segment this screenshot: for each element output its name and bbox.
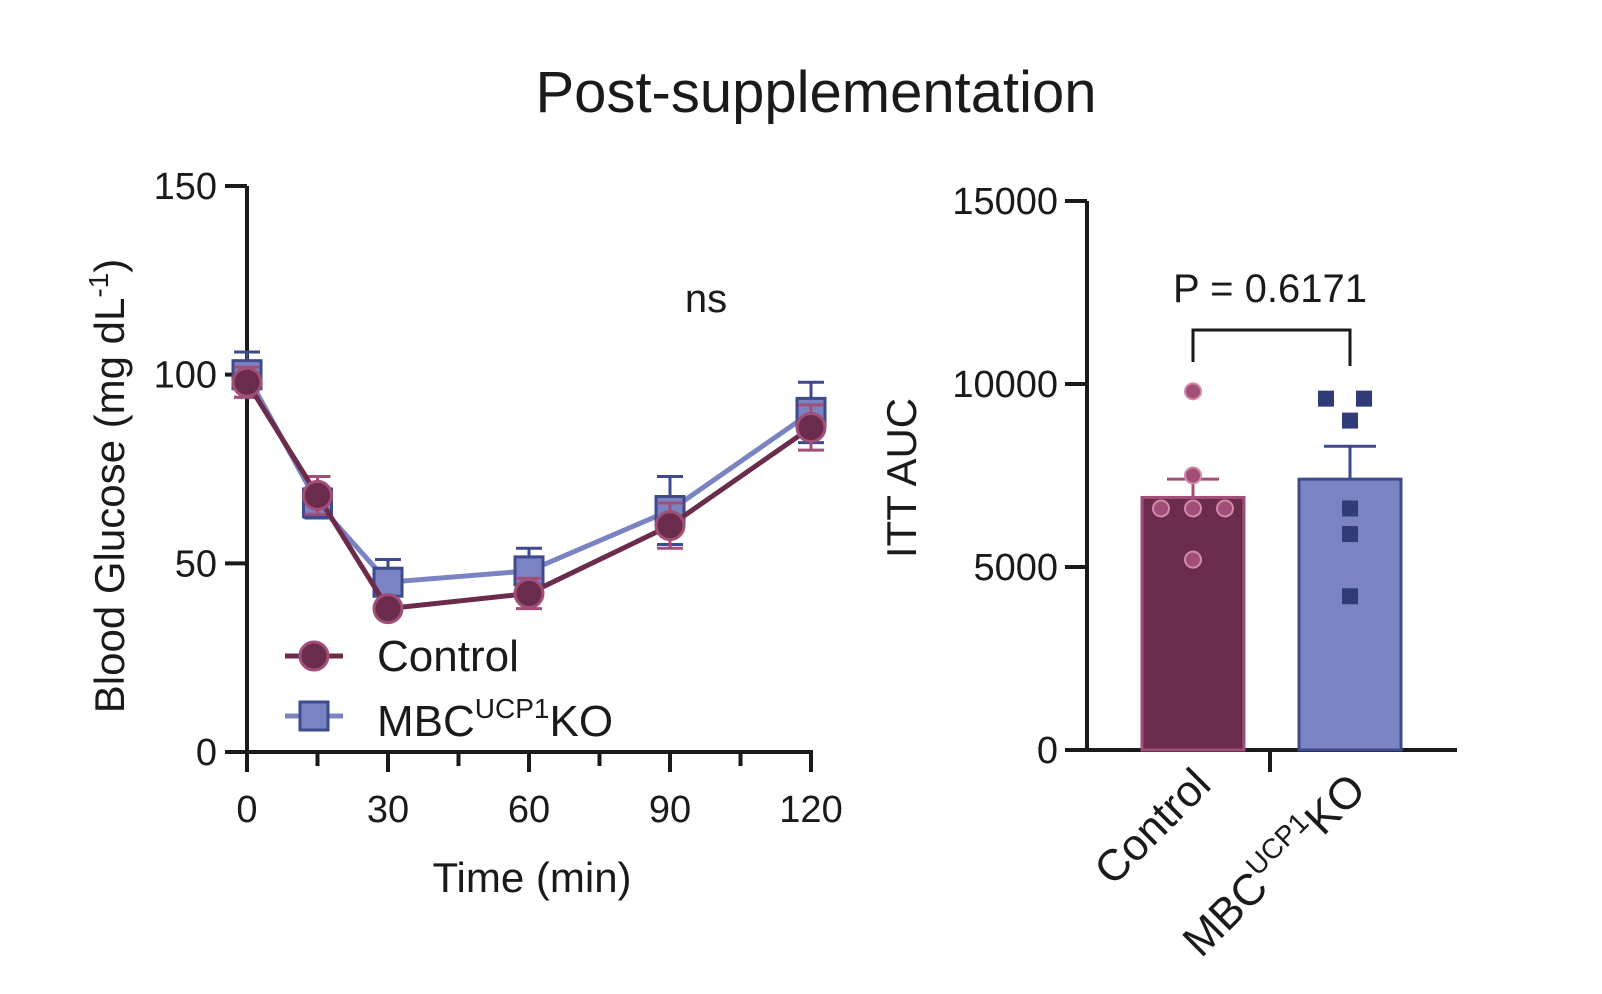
data-point-control <box>372 593 404 625</box>
bar-control <box>1140 495 1246 752</box>
bar-ko <box>1297 477 1403 752</box>
p-value-label: P = 0.6171 <box>1173 267 1367 311</box>
line-chart-x-axis-title: Time (min) <box>432 854 631 901</box>
itt-auc-bar-chart: 0 5000 10000 15000 ITT AUC P = 0.6171 Contr… <box>878 181 1457 966</box>
bar-point-ko <box>1342 588 1358 605</box>
line-chart-y-ticks: 0 50 100 150 <box>154 166 247 774</box>
legend: Control MBCUCP1KO <box>285 632 613 746</box>
bar-point-control <box>1184 466 1202 485</box>
bar-point-ko <box>1318 390 1334 407</box>
data-point-control <box>795 411 827 443</box>
data-point-control <box>302 479 333 511</box>
line-x-tick-label: 30 <box>367 789 409 831</box>
bar-chart-y-axis-title: ITT AUC <box>878 398 925 558</box>
bar-category-label-control: Control <box>1085 759 1220 894</box>
bar-y-tick-label: 15000 <box>952 181 1058 223</box>
figure-title: Post-supplementation <box>536 60 1097 125</box>
bar-chart-y-ticks: 0 5000 10000 15000 <box>952 181 1087 772</box>
bar-point-control <box>1152 499 1170 518</box>
line-y-tick-label: 150 <box>154 166 217 208</box>
bar-point-ko <box>1342 412 1358 429</box>
bar-point-ko <box>1342 526 1358 543</box>
bar-y-tick-label: 10000 <box>952 364 1058 406</box>
line-x-tick-label: 90 <box>649 789 691 831</box>
legend-ko-label: MBCUCP1KO <box>377 693 613 746</box>
line-chart-y-axis-title-suffix: ) <box>86 259 133 273</box>
data-point-control <box>231 366 263 398</box>
bar-point-control <box>1184 499 1202 518</box>
line-chart-annotation: ns <box>685 277 727 321</box>
series-line-ko <box>244 373 813 585</box>
line-chart-x-ticks: 0 30 60 90 120 <box>236 752 843 831</box>
legend-control-marker <box>298 640 330 672</box>
line-chart-series <box>231 350 827 625</box>
series-line-control <box>244 380 813 612</box>
series-control <box>231 365 827 625</box>
bar-point-ko <box>1356 390 1372 407</box>
bar-point-control <box>1184 550 1202 569</box>
bar-chart-bars <box>1140 382 1403 752</box>
bar-point-control <box>1216 499 1234 518</box>
bar-y-tick-label: 0 <box>1037 730 1058 772</box>
bar-point-control <box>1184 382 1202 401</box>
line-y-tick-label: 0 <box>196 732 217 774</box>
line-chart-y-axis-title: Blood Glucose (mg dL-1) <box>83 259 133 713</box>
line-y-tick-label: 100 <box>154 355 217 397</box>
bar-point-ko <box>1342 500 1358 517</box>
legend-ko-label-suffix: KO <box>549 697 613 746</box>
line-x-tick-label: 60 <box>508 789 550 831</box>
significance-bracket <box>1191 328 1352 366</box>
line-x-tick-label: 120 <box>779 789 842 831</box>
legend-control: Control <box>285 632 519 681</box>
legend-ko-label-superscript: UCP1 <box>475 693 550 724</box>
legend-control-label: Control <box>377 632 519 681</box>
legend-ko-label-main: MBC <box>377 697 475 746</box>
itt-line-chart: 0 50 100 150 0 30 60 90 120 Time (min) Blood Gl… <box>83 166 843 901</box>
data-point-control <box>654 510 686 542</box>
legend-ko: MBCUCP1KO <box>285 693 613 746</box>
bar-y-tick-label: 5000 <box>973 547 1058 589</box>
line-chart-y-axis-title-superscript: -1 <box>83 273 114 298</box>
line-chart-y-axis-title-main: Blood Glucose (mg dL <box>86 298 133 714</box>
line-x-tick-label: 0 <box>236 789 257 831</box>
legend-ko-marker <box>298 700 330 732</box>
data-point-control <box>513 578 545 610</box>
line-y-tick-label: 50 <box>175 543 217 585</box>
